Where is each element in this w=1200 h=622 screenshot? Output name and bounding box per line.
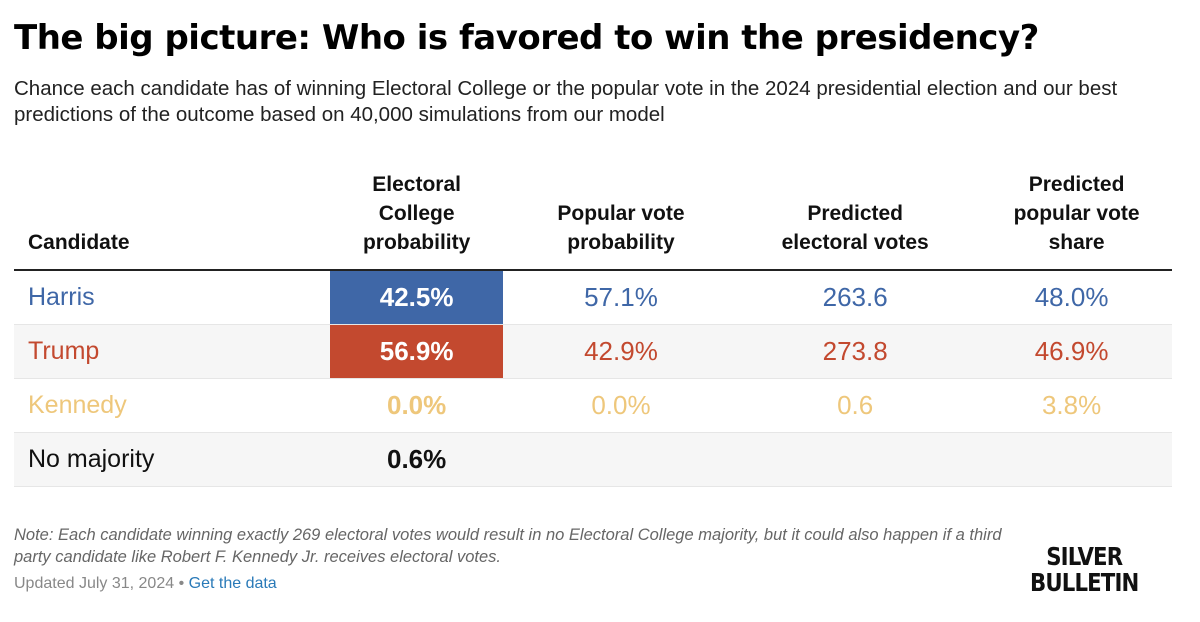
logo-line-1: SILVER [1046,542,1123,571]
cell-ec: 0.6% [330,432,503,487]
cell-share: 48.0% [971,270,1172,325]
header-ec-probability: Electoral College probability [330,170,503,271]
cell-ec: 0.0% [330,378,503,433]
page-title: The big picture: Who is favored to win t… [14,18,1039,58]
header-candidate: Candidate [14,170,331,271]
cell-ev: 263.6 [739,270,972,325]
header-row: Candidate Electoral College probability … [14,170,1172,271]
table-row: Harris 42.5% 57.1% 263.6 48.0% [14,270,1172,325]
header-predicted-ev: Predicted electoral votes [739,170,972,271]
table-row: No majority 0.6% [14,432,1172,487]
get-data-link[interactable]: Get the data [188,575,277,592]
updated-date: Updated July 31, 2024 [14,575,175,592]
cell-pv [502,432,740,487]
cell-candidate: Trump [14,324,331,379]
header-pv-probability: Popular vote probability [502,170,740,271]
cell-pv: 57.1% [502,270,740,325]
cell-pv: 42.9% [502,324,740,379]
subtitle: Chance each candidate has of winning Ele… [14,77,1118,126]
cell-ec: 56.9% [330,324,503,379]
cell-ev: 273.8 [739,324,972,379]
cell-share [971,432,1172,487]
cell-candidate: No majority [14,432,331,487]
cell-pv: 0.0% [502,378,740,433]
cell-candidate: Kennedy [14,378,331,433]
updated-line: Updated July 31, 2024 • Get the data [14,575,277,593]
silver-bulletin-logo: SILVER BULLETIN [1030,542,1139,597]
cell-ev: 0.6 [739,378,972,433]
separator: • [178,575,185,592]
cell-candidate: Harris [14,270,331,325]
cell-ev [739,432,972,487]
cell-share: 3.8% [971,378,1172,433]
table-row: Trump 56.9% 42.9% 273.8 46.9% [14,324,1172,379]
cell-share: 46.9% [971,324,1172,379]
footnote: Note: Each candidate winning exactly 269… [14,526,1002,566]
table-row: Kennedy 0.0% 0.0% 0.6 3.8% [14,378,1172,433]
cell-ec: 42.5% [330,270,503,325]
header-predicted-share: Predicted popular vote share [971,170,1172,271]
logo-line-2: BULLETIN [1030,568,1139,597]
forecast-table: Candidate Electoral College probability … [14,170,1172,487]
